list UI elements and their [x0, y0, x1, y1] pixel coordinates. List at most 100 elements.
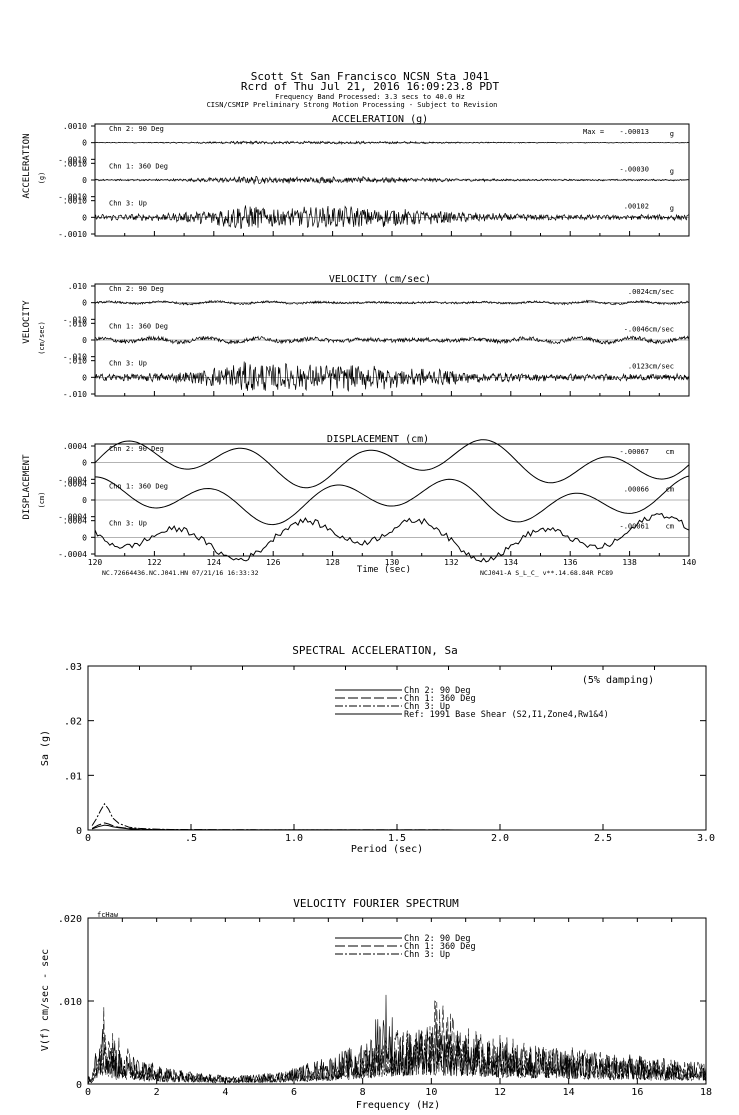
sa-xtick-label: 3.0	[697, 833, 715, 844]
displacement-ytick-label: 0	[82, 533, 87, 542]
displacement-ytick-label: 0	[82, 496, 87, 505]
fs-xtick-label: 14	[563, 1087, 575, 1098]
acceleration-max-unit: g	[670, 130, 674, 138]
time-tick-label: 124	[207, 558, 222, 567]
displacement-max-value: -.00061	[619, 523, 649, 531]
velocity-max-value: .0123	[628, 363, 649, 371]
velocity-channel-label: Chn 1: 360 Deg	[109, 322, 168, 330]
velocity-max-unit: cm/sec	[649, 288, 674, 296]
velocity-max-unit: cm/sec	[649, 363, 674, 371]
sa-xtick-label: 2.0	[491, 833, 509, 844]
fs-xtick-label: 18	[700, 1087, 712, 1098]
acceleration-channel-label: Chn 3: Up	[109, 200, 147, 208]
displacement-panel: DISPLACEMENT (cm) DISPLACEMENT (cm) .000…	[22, 434, 696, 577]
acceleration-ylabel: ACCELERATION	[22, 133, 32, 198]
acceleration-trace	[94, 175, 690, 186]
sa-damping-note: (5% damping)	[582, 675, 654, 686]
displacement-ytick-label: -.0004	[58, 475, 87, 484]
fs-legend-label-2: Chn 1: 360 Deg	[404, 942, 476, 952]
fs-xtick-label: 0	[85, 1087, 91, 1098]
velocity-max-unit: cm/sec	[649, 325, 674, 333]
fs-xtick-label: 16	[631, 1087, 643, 1098]
acceleration-max-unit: g	[670, 167, 674, 175]
sa-xtick-label: 1.0	[285, 833, 303, 844]
sa-xlabel: Period (sec)	[351, 844, 423, 855]
acceleration-title: ACCELERATION (g)	[332, 114, 428, 125]
header-line-1: Scott St San Francisco NCSN Sta J041	[251, 70, 489, 83]
velocity-ytick-label: -.010	[63, 315, 87, 324]
displacement-ytick-label: 0	[82, 459, 87, 468]
time-tick-label: 122	[147, 558, 162, 567]
fs-ylabel: V(f) cm/sec - sec	[40, 949, 51, 1051]
displacement-ylabel: DISPLACEMENT	[22, 454, 32, 520]
sa-ytick-label: .03	[64, 662, 82, 673]
acceleration-ytick-label: 0	[82, 213, 87, 222]
velocity-ytick-label: -.010	[63, 390, 87, 399]
fs-xtick-label: 4	[222, 1087, 228, 1098]
fs-xtick-label: 12	[494, 1087, 506, 1098]
acceleration-panel: ACCELERATION (g) ACCELERATION (g) .0010 0…	[22, 114, 690, 239]
displacement-title: DISPLACEMENT (cm)	[327, 434, 429, 445]
time-tick-label: 120	[88, 558, 103, 567]
velocity-ytick-label: .010	[68, 357, 87, 366]
acceleration-ytick-label: -.0010	[58, 230, 87, 239]
fs-legend-label-3: Chn 3: Up	[404, 950, 450, 960]
fs-xlabel: Frequency (Hz)	[356, 1100, 440, 1111]
sa-xtick-label: 0	[85, 833, 91, 844]
spectral-acceleration-panel: SPECTRAL ACCELERATION, Sa Sa (g) Period …	[40, 644, 715, 855]
displacement-channel-label: Chn 1: 360 Deg	[109, 482, 168, 490]
time-axis-label: Time (sec)	[357, 565, 411, 575]
acceleration-max-value: .00102	[624, 203, 649, 211]
fs-legend: Chn 2: 90 Deg Chn 1: 360 Deg Chn 3: Up	[335, 934, 476, 960]
velocity-title: VELOCITY (cm/sec)	[329, 274, 431, 285]
displacement-max-unit: cm	[666, 448, 674, 456]
fs-ytick-label: 0	[76, 1080, 82, 1091]
displacement-traces: .0004 0 -.0004 Chn 2: 90 Deg -.00067 cm .0004 0…	[58, 439, 690, 563]
acceleration-max-label: Max =	[583, 128, 604, 136]
acceleration-traces: .0010 0 -.0010 Chn 2: 90 Deg Max = -.00013 g .0…	[58, 122, 690, 239]
sa-title: SPECTRAL ACCELERATION, Sa	[292, 644, 458, 657]
acceleration-ytick-label: -.0010	[58, 155, 87, 164]
time-tick-label: 130	[385, 558, 400, 567]
sa-ytick-label: .02	[64, 717, 82, 728]
acceleration-ytick-label: 0	[82, 176, 87, 185]
fs-xtick-label: 2	[154, 1087, 160, 1098]
velocity-panel: VELOCITY (cm/sec) VELOCITY (cm/sec) .010…	[22, 274, 690, 399]
fs-curves	[87, 994, 707, 1084]
acceleration-yunit: (g)	[38, 172, 46, 185]
sa-series-line	[91, 802, 707, 831]
displacement-channel-label: Chn 3: Up	[109, 520, 147, 528]
fs-series-line	[87, 1026, 707, 1084]
displacement-channel-label: Chn 2: 90 Deg	[109, 445, 164, 453]
displacement-ytick-label: .0004	[63, 442, 87, 451]
velocity-yunit: (cm/sec)	[38, 321, 46, 355]
sa-axes: 0 .5 1.0 1.5 2.0 2.5 3.0 0 .01 .02 .03	[64, 662, 715, 844]
velocity-max-value: -.0046	[624, 325, 649, 333]
time-tick-label: 126	[266, 558, 281, 567]
sa-ytick-label: .01	[64, 771, 82, 782]
time-tick-label: 128	[325, 558, 340, 567]
sa-legend-label-1: Chn 2: 90 Deg	[404, 686, 471, 696]
velocity-ytick-label: 0	[82, 299, 87, 308]
acceleration-max-value: -.00013	[619, 128, 649, 136]
time-tick-label: 138	[622, 558, 637, 567]
displacement-max-unit: cm	[666, 485, 674, 493]
displacement-trace	[94, 475, 690, 526]
header-line-4: CISN/CSMIP Preliminary Strong Motion Pro…	[207, 101, 498, 109]
fs-ytick-label: .020	[58, 914, 82, 925]
time-tick-label: 140	[682, 558, 697, 567]
acceleration-ytick-label: 0	[82, 139, 87, 148]
displacement-max-unit: cm	[666, 523, 674, 531]
velocity-trace	[94, 335, 690, 345]
displacement-yunit: (cm)	[38, 492, 46, 509]
sa-ylabel: Sa (g)	[40, 730, 51, 766]
time-tick-label: 136	[563, 558, 578, 567]
fs-series-line	[87, 1000, 707, 1084]
velocity-ytick-label: .010	[68, 282, 87, 291]
displacement-trace	[94, 512, 690, 563]
velocity-max-value: .0024	[628, 288, 649, 296]
velocity-ytick-label: .010	[68, 319, 87, 328]
displacement-ytick-label: -.0004	[58, 513, 87, 522]
fs-corner-label: fcHaw	[97, 911, 119, 919]
sa-curves	[91, 802, 707, 831]
